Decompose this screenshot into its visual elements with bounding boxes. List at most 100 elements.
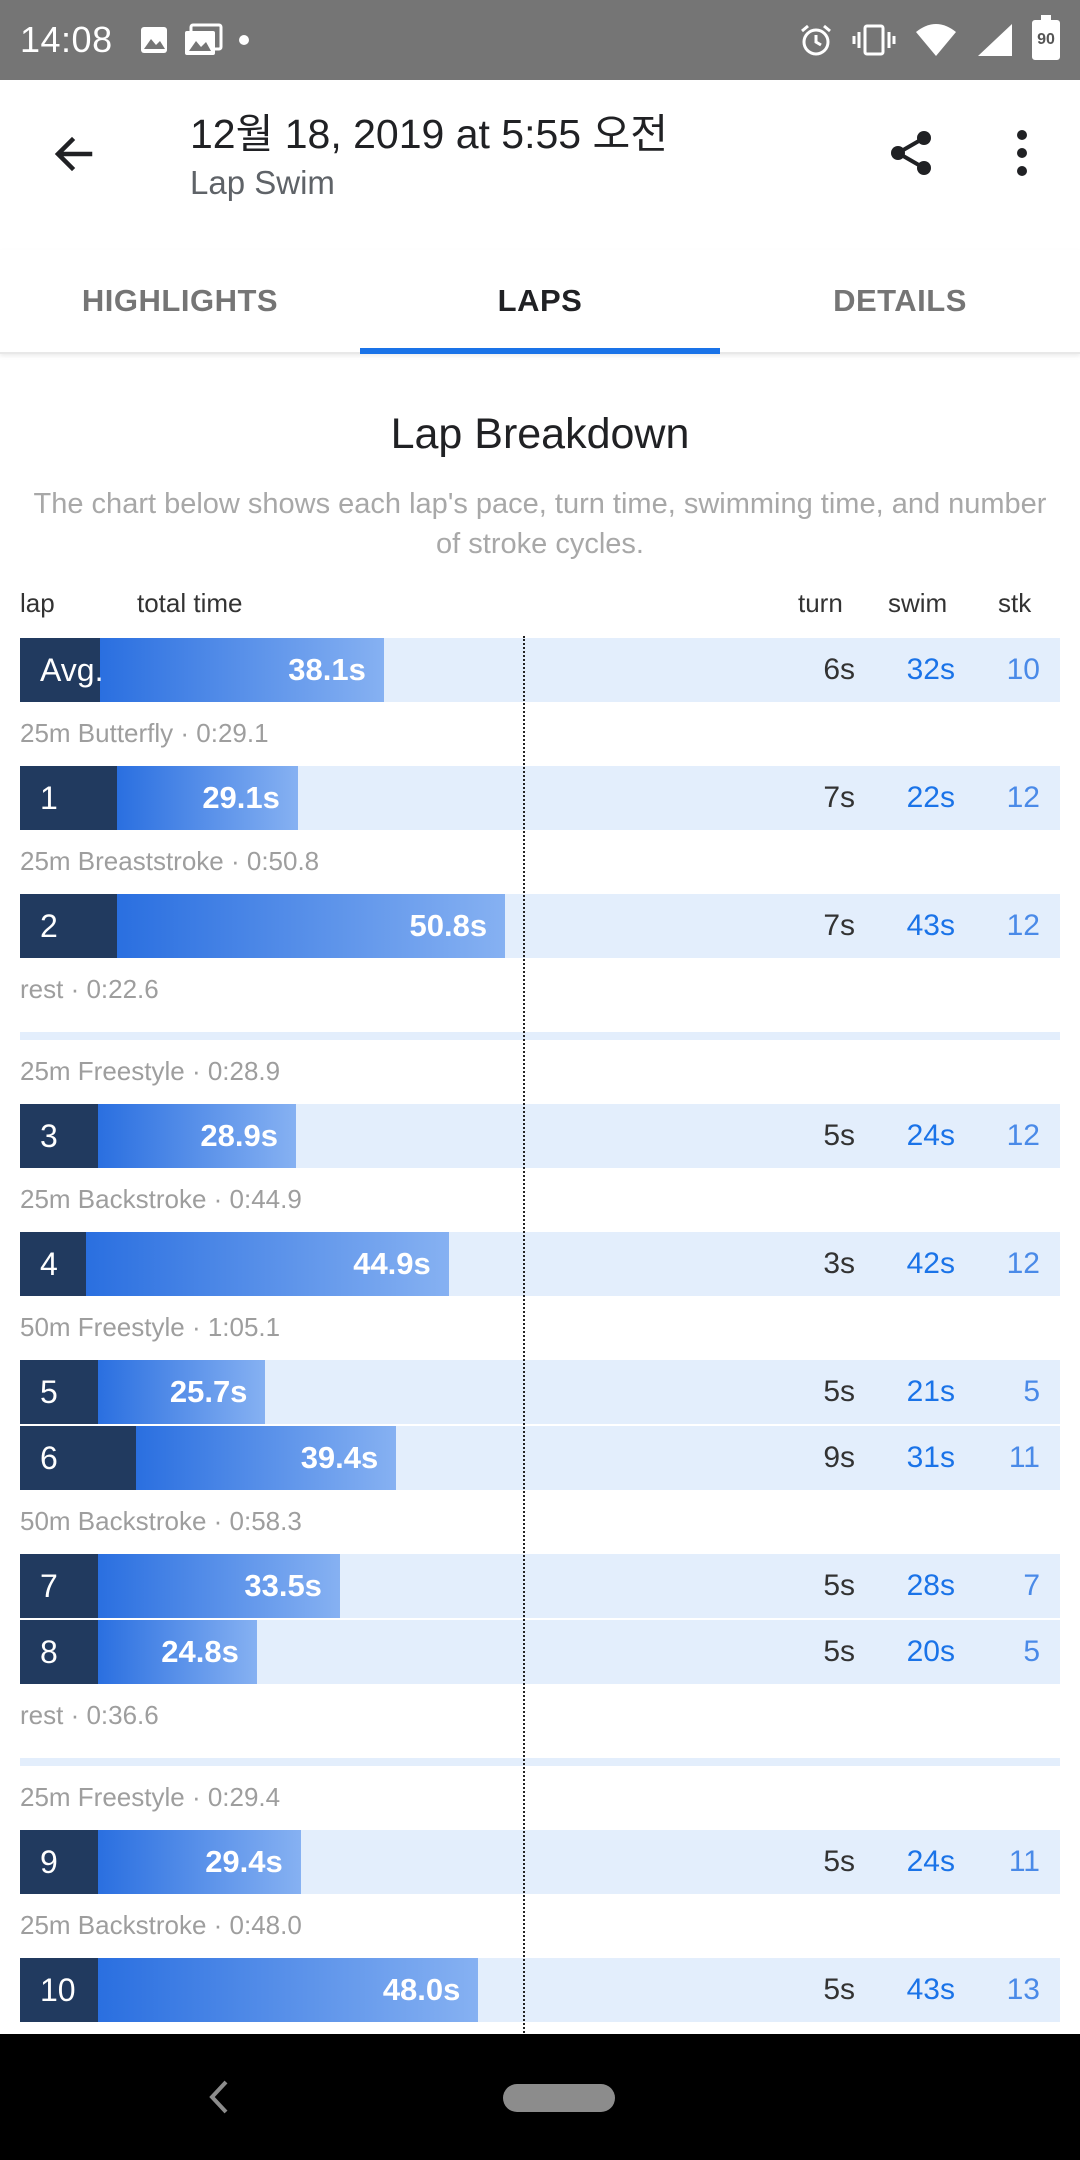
set-label: 25m Freestyle · 0:28.9 bbox=[20, 1056, 281, 1086]
swim-time: 43s bbox=[906, 909, 955, 942]
stroke-count: 5 bbox=[1023, 1635, 1040, 1668]
section-description: The chart below shows each lap's pace, t… bbox=[33, 488, 1047, 560]
page-title: 12월 18, 2019 at 5:55 오전 bbox=[190, 111, 668, 157]
image-icon bbox=[140, 27, 167, 53]
swim-time: 31s bbox=[906, 1441, 955, 1474]
stroke-count: 5 bbox=[1023, 1375, 1040, 1408]
lap-number: 3 bbox=[20, 1104, 98, 1168]
home-pill-icon[interactable] bbox=[503, 2084, 615, 2112]
turn-time: 5s bbox=[823, 1119, 855, 1152]
lap-number: 2 bbox=[20, 894, 117, 958]
stroke-count: 12 bbox=[1006, 1247, 1040, 1280]
col-total-time: total time bbox=[137, 588, 243, 618]
stroke-count: 13 bbox=[1006, 1973, 1040, 2006]
set-label: 25m Butterfly · 0:29.1 bbox=[20, 718, 269, 748]
gallery-icon bbox=[184, 23, 223, 55]
stroke-count: 12 bbox=[1006, 781, 1040, 814]
turn-time: 5s bbox=[823, 1973, 855, 2006]
turn-time: 9s bbox=[823, 1441, 855, 1474]
total-time-bar: 24.8s bbox=[98, 1620, 257, 1684]
set-label: 25m Backstroke · 0:44.9 bbox=[20, 1184, 302, 1214]
set-label: 50m Freestyle · 1:05.1 bbox=[20, 1312, 281, 1342]
alarm-icon bbox=[801, 24, 831, 56]
notification-dot-icon bbox=[238, 35, 249, 45]
status-bar: 14:08 90 bbox=[0, 0, 1080, 80]
column-headers: lap total time turn swim stk bbox=[0, 588, 1080, 628]
back-arrow-icon bbox=[54, 136, 93, 172]
lap-number: 10 bbox=[20, 1958, 98, 2022]
total-time-bar: 28.9s bbox=[98, 1104, 296, 1168]
wifi-icon bbox=[916, 24, 956, 56]
more-options-button[interactable] bbox=[994, 120, 1050, 186]
navigation-bar bbox=[0, 2034, 1080, 2160]
signal-icon bbox=[978, 24, 1012, 56]
turn-time: 3s bbox=[823, 1247, 855, 1280]
turn-time: 5s bbox=[823, 1569, 855, 1602]
share-button[interactable] bbox=[878, 120, 944, 186]
lap-row[interactable]: 39.4s 6 9s 31s 11 bbox=[20, 1426, 1060, 1490]
col-stk: stk bbox=[998, 588, 1032, 618]
lap-number: 5 bbox=[20, 1360, 98, 1424]
battery-icon: 90 bbox=[1032, 15, 1060, 60]
average-marker-line bbox=[523, 636, 525, 2034]
swim-time: 43s bbox=[906, 1973, 955, 2006]
swim-time: 21s bbox=[906, 1375, 955, 1408]
set-label: 25m Breaststroke · 0:50.8 bbox=[20, 846, 320, 876]
lap-rows: 38.1s Avg. 6s 32s 10 25m Butterfly · 0:29.1 29… bbox=[0, 356, 1080, 2034]
average-label: Avg. bbox=[20, 638, 103, 702]
col-swim: swim bbox=[888, 588, 948, 618]
lap-number: 9 bbox=[20, 1830, 98, 1894]
lap-row[interactable]: 48.0s 10 5s 43s 13 bbox=[20, 1958, 1060, 2022]
tab-laps[interactable]: LAPS bbox=[360, 250, 720, 354]
lap-row[interactable]: 29.4s 9 5s 24s 11 bbox=[20, 1830, 1060, 1894]
total-time-bar: 29.4s bbox=[98, 1830, 301, 1894]
nav-back-icon[interactable] bbox=[200, 2074, 240, 2120]
app-bar: 12월 18, 2019 at 5:55 오전 Lap Swim bbox=[0, 80, 1080, 250]
swim-time: 28s bbox=[906, 1569, 955, 1602]
stroke-count: 10 bbox=[1006, 653, 1040, 686]
average-row[interactable]: 38.1s Avg. 6s 32s 10 bbox=[20, 638, 1060, 702]
laps-content[interactable]: Lap Breakdown The chart below shows each… bbox=[0, 356, 1080, 2034]
rest-label: rest · 0:36.6 bbox=[20, 1700, 159, 1730]
lap-row[interactable]: 25.7s 5 5s 21s 5 bbox=[20, 1360, 1060, 1424]
total-time-bar: 48.0s bbox=[98, 1958, 479, 2022]
turn-time: 7s bbox=[823, 909, 855, 942]
stroke-count: 7 bbox=[1023, 1569, 1040, 1602]
rest-label: rest · 0:22.6 bbox=[20, 974, 159, 1004]
turn-time: 5s bbox=[823, 1635, 855, 1668]
col-lap: lap bbox=[20, 588, 55, 618]
col-turn: turn bbox=[798, 588, 843, 618]
section-title: Lap Breakdown bbox=[390, 410, 690, 458]
total-time-bar: 39.4s bbox=[136, 1426, 397, 1490]
stroke-count: 11 bbox=[1008, 1441, 1040, 1474]
swim-time: 42s bbox=[906, 1247, 955, 1280]
lap-row[interactable]: 50.8s 2 7s 43s 12 bbox=[20, 894, 1060, 958]
swim-time: 24s bbox=[906, 1119, 955, 1152]
swim-time: 24s bbox=[906, 1845, 955, 1878]
tab-details[interactable]: DETAILS bbox=[833, 283, 967, 318]
stroke-count: 12 bbox=[1006, 909, 1040, 942]
turn-time: 6s bbox=[823, 653, 855, 686]
vibrate-icon bbox=[852, 24, 896, 56]
back-button[interactable] bbox=[44, 124, 104, 184]
rest-divider bbox=[20, 1032, 1060, 1040]
tab-bar: HIGHLIGHTS LAPS DETAILS bbox=[0, 250, 1080, 354]
total-time-bar: 50.8s bbox=[117, 894, 506, 958]
lap-row[interactable]: 24.8s 8 5s 20s 5 bbox=[20, 1620, 1060, 1684]
set-label: 25m Backstroke · 0:48.0 bbox=[20, 1910, 302, 1940]
share-icon bbox=[891, 131, 931, 175]
lap-row[interactable]: 33.5s 7 5s 28s 7 bbox=[20, 1554, 1060, 1618]
swim-time: 22s bbox=[906, 781, 955, 814]
swim-time: 32s bbox=[906, 653, 955, 686]
lap-row[interactable]: 44.9s 4 3s 42s 12 bbox=[20, 1232, 1060, 1296]
lap-row[interactable]: 28.9s 3 5s 24s 12 bbox=[20, 1104, 1060, 1168]
total-time-bar: 33.5s bbox=[98, 1554, 340, 1618]
total-time-bar: 25.7s bbox=[98, 1360, 266, 1424]
lap-number: 1 bbox=[20, 766, 117, 830]
lap-row[interactable]: 29.1s 1 7s 22s 12 bbox=[20, 766, 1060, 830]
tab-highlights[interactable]: HIGHLIGHTS bbox=[81, 283, 279, 318]
lap-number: 7 bbox=[20, 1554, 98, 1618]
set-label: 50m Backstroke · 0:58.3 bbox=[20, 1506, 302, 1536]
total-time-bar: 44.9s bbox=[86, 1232, 449, 1296]
page-subtitle: Lap Swim bbox=[190, 164, 335, 201]
